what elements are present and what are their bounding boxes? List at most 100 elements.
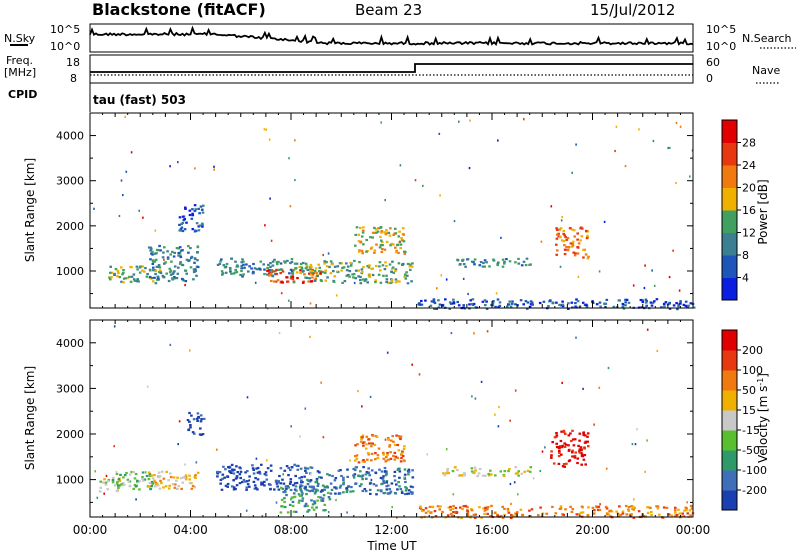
scatter-cell xyxy=(371,273,375,277)
scatter-cell xyxy=(289,468,292,472)
scatter-cell xyxy=(407,473,410,476)
scatter-cell xyxy=(637,510,641,513)
scatter-speckle xyxy=(403,475,405,478)
scatter-cell xyxy=(274,270,277,273)
scatter-cell xyxy=(314,277,317,281)
scatter-cell xyxy=(188,411,191,415)
scatter-cell xyxy=(490,504,493,507)
scatter-cell xyxy=(567,444,570,447)
scatter-cell xyxy=(368,488,372,491)
scatter-cell xyxy=(177,485,180,488)
scatter-cell xyxy=(370,469,374,472)
scatter-cell xyxy=(115,472,119,476)
scatter-cell xyxy=(309,263,313,267)
scatter-cell xyxy=(252,472,256,475)
scatter-speckle xyxy=(255,457,258,460)
scatter-cell xyxy=(304,267,308,270)
scatter-cell xyxy=(150,474,154,477)
scatter-cell xyxy=(679,302,682,305)
scatter-cell xyxy=(309,280,313,283)
scatter-cell xyxy=(361,478,364,481)
scatter-cell xyxy=(151,482,155,485)
scatter-cell xyxy=(522,303,525,306)
scatter-cell xyxy=(350,486,353,489)
colorbar-segment xyxy=(722,350,737,371)
scatter-cell xyxy=(110,271,114,274)
colorbar-segment xyxy=(722,450,737,471)
scatter-cell xyxy=(368,273,371,276)
scatter-cell xyxy=(283,500,286,504)
scatter-cell xyxy=(282,490,285,494)
scatter-cell xyxy=(294,474,297,478)
scatter-cell xyxy=(218,471,222,474)
scatter-cell xyxy=(370,452,374,455)
scatter-cell xyxy=(366,264,369,268)
scatter-cell xyxy=(398,280,401,283)
scatter-cell xyxy=(362,444,365,447)
scatter-cell xyxy=(331,474,334,478)
scatter-cell xyxy=(461,259,464,262)
scatter-cell xyxy=(193,204,197,207)
scatter-cell xyxy=(194,269,197,272)
scatter-cell xyxy=(524,300,528,303)
scatter-cell xyxy=(302,270,305,273)
scatter-cell xyxy=(267,269,270,272)
scatter-cell xyxy=(279,262,283,265)
scatter-cell xyxy=(159,271,163,275)
scatter-cell xyxy=(219,260,222,263)
scatter-cell xyxy=(145,275,149,278)
scatter-cell xyxy=(358,249,361,252)
scatter-cell xyxy=(202,417,206,420)
scatter-cell xyxy=(361,229,365,232)
scatter-cell xyxy=(346,273,350,277)
scatter-cell xyxy=(529,300,533,303)
scatter-cell xyxy=(454,466,457,469)
scatter-cell xyxy=(224,484,228,487)
scatter-cell xyxy=(476,475,479,478)
scatter-cell xyxy=(354,482,358,485)
scatter-speckle xyxy=(263,128,266,131)
scatter-cell xyxy=(360,272,364,275)
scatter-cell xyxy=(162,276,165,279)
scatter-cell xyxy=(399,247,402,250)
scatter-cell xyxy=(398,230,401,233)
scatter-cell xyxy=(232,486,236,489)
scatter-cell xyxy=(456,259,460,262)
scatter-cell xyxy=(640,306,644,309)
scatter-cell xyxy=(458,474,462,477)
scatter-cell xyxy=(489,469,492,472)
scatter-cell xyxy=(395,249,398,252)
scatter-cell xyxy=(354,233,357,236)
scatter-cell xyxy=(572,229,576,232)
scatter-cell xyxy=(399,435,403,438)
scatter-cell xyxy=(153,260,157,263)
scatter-cell xyxy=(179,261,182,264)
scatter-speckle xyxy=(322,253,324,257)
scatter-cell xyxy=(324,509,327,512)
scatter-cell xyxy=(235,465,238,468)
scatter-cell xyxy=(254,477,257,480)
scatter-cell xyxy=(402,240,406,243)
scatter-cell xyxy=(367,467,370,470)
nave-tick-top: 60 xyxy=(706,56,720,69)
scatter-cell xyxy=(118,484,122,487)
scatter-cell xyxy=(661,516,665,519)
scatter-cell xyxy=(580,453,584,456)
scatter-speckle xyxy=(194,229,196,232)
scatter-cell xyxy=(576,232,579,235)
scatter-cell xyxy=(353,473,357,476)
scatter-cell xyxy=(390,280,394,283)
scatter-cell xyxy=(517,474,520,477)
scatter-cell xyxy=(312,272,315,275)
scatter-cell xyxy=(179,477,183,480)
scatter-cell xyxy=(485,508,489,511)
scatter-cell xyxy=(369,492,372,495)
scatter-cell xyxy=(556,249,559,252)
scatter-cell xyxy=(362,466,365,469)
scatter-cell xyxy=(512,514,515,517)
scatter-cell xyxy=(466,514,469,517)
scatter-cell xyxy=(266,273,269,276)
scatter-cell xyxy=(361,474,365,477)
scatter-cell xyxy=(193,257,197,260)
